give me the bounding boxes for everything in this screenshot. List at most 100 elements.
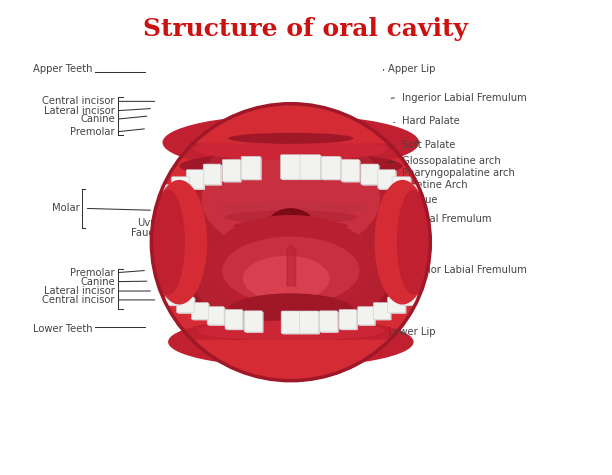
Ellipse shape <box>193 138 388 161</box>
FancyBboxPatch shape <box>299 311 319 333</box>
FancyBboxPatch shape <box>203 164 221 185</box>
Text: Central incisor: Central incisor <box>42 295 115 305</box>
FancyBboxPatch shape <box>300 155 321 179</box>
Text: Tongue: Tongue <box>402 195 438 205</box>
Text: Lower Teeth: Lower Teeth <box>33 324 92 334</box>
FancyBboxPatch shape <box>187 171 205 190</box>
Ellipse shape <box>151 104 430 380</box>
Text: Lingual Fremulum: Lingual Fremulum <box>402 214 491 224</box>
FancyBboxPatch shape <box>361 164 378 185</box>
Text: Structure of oral cavity: Structure of oral cavity <box>143 17 469 40</box>
FancyBboxPatch shape <box>300 312 320 334</box>
FancyBboxPatch shape <box>400 290 416 305</box>
Text: Soft Palate: Soft Palate <box>402 140 455 150</box>
Ellipse shape <box>179 152 403 180</box>
FancyBboxPatch shape <box>176 297 194 313</box>
FancyBboxPatch shape <box>193 304 209 320</box>
FancyBboxPatch shape <box>321 156 340 180</box>
FancyBboxPatch shape <box>403 185 421 201</box>
FancyBboxPatch shape <box>405 186 422 202</box>
Text: Fauces: Fauces <box>131 228 165 238</box>
Ellipse shape <box>234 219 348 233</box>
FancyBboxPatch shape <box>394 178 411 196</box>
Text: Lateral incisor: Lateral incisor <box>44 286 115 296</box>
Ellipse shape <box>163 115 419 170</box>
FancyBboxPatch shape <box>222 160 241 181</box>
Text: Ingerior Labial Fremulum: Ingerior Labial Fremulum <box>402 266 526 276</box>
FancyBboxPatch shape <box>192 303 208 320</box>
Ellipse shape <box>266 208 316 249</box>
Ellipse shape <box>197 321 384 341</box>
FancyBboxPatch shape <box>225 310 242 329</box>
FancyBboxPatch shape <box>166 291 184 306</box>
FancyBboxPatch shape <box>241 156 261 180</box>
FancyBboxPatch shape <box>242 157 262 180</box>
FancyBboxPatch shape <box>323 157 341 180</box>
FancyBboxPatch shape <box>378 170 395 189</box>
FancyBboxPatch shape <box>387 297 405 313</box>
FancyBboxPatch shape <box>186 170 204 189</box>
Ellipse shape <box>209 215 373 310</box>
Text: Canine: Canine <box>80 114 115 124</box>
FancyBboxPatch shape <box>161 185 178 201</box>
Ellipse shape <box>228 133 354 144</box>
Text: Central incisor: Central incisor <box>42 96 115 106</box>
FancyBboxPatch shape <box>321 312 339 333</box>
FancyBboxPatch shape <box>282 156 302 180</box>
Ellipse shape <box>397 190 430 295</box>
Text: Premolar: Premolar <box>70 127 115 137</box>
FancyBboxPatch shape <box>173 178 191 196</box>
FancyBboxPatch shape <box>171 177 190 195</box>
Ellipse shape <box>228 293 354 327</box>
Text: Lateral incisor: Lateral incisor <box>44 106 115 116</box>
FancyBboxPatch shape <box>389 298 406 314</box>
FancyBboxPatch shape <box>208 307 225 326</box>
Text: Apper Teeth: Apper Teeth <box>33 64 92 74</box>
Ellipse shape <box>217 201 365 215</box>
Ellipse shape <box>225 210 357 224</box>
Text: Pharyngopalatine arch: Pharyngopalatine arch <box>402 168 515 178</box>
Ellipse shape <box>222 237 359 304</box>
FancyBboxPatch shape <box>341 160 359 181</box>
FancyBboxPatch shape <box>281 311 300 333</box>
FancyBboxPatch shape <box>162 186 179 202</box>
Text: Canine: Canine <box>80 276 115 286</box>
Ellipse shape <box>284 226 297 247</box>
Text: Glossopalatine arch: Glossopalatine arch <box>402 156 501 166</box>
FancyBboxPatch shape <box>165 290 182 305</box>
Text: Ingerior Labial Fremulum: Ingerior Labial Fremulum <box>402 93 526 103</box>
Text: Lower Lip: Lower Lip <box>389 327 436 337</box>
FancyBboxPatch shape <box>207 306 224 325</box>
FancyBboxPatch shape <box>342 161 360 182</box>
Text: Hard Palate: Hard Palate <box>402 116 460 126</box>
Ellipse shape <box>375 180 430 304</box>
Ellipse shape <box>151 180 207 304</box>
FancyBboxPatch shape <box>362 165 379 186</box>
FancyBboxPatch shape <box>375 304 392 320</box>
Ellipse shape <box>176 129 405 356</box>
Ellipse shape <box>180 126 402 344</box>
Text: Molar: Molar <box>52 203 80 213</box>
FancyBboxPatch shape <box>379 171 397 190</box>
FancyBboxPatch shape <box>319 311 338 332</box>
FancyBboxPatch shape <box>357 306 375 325</box>
FancyBboxPatch shape <box>401 291 417 306</box>
FancyBboxPatch shape <box>392 177 410 195</box>
FancyBboxPatch shape <box>359 307 376 326</box>
FancyBboxPatch shape <box>177 298 195 314</box>
Ellipse shape <box>243 256 330 301</box>
FancyBboxPatch shape <box>245 312 264 333</box>
Text: Palatine Arch: Palatine Arch <box>402 180 468 190</box>
Ellipse shape <box>201 144 380 254</box>
FancyBboxPatch shape <box>280 155 301 179</box>
FancyBboxPatch shape <box>244 311 263 332</box>
FancyBboxPatch shape <box>226 311 244 330</box>
FancyBboxPatch shape <box>301 156 322 180</box>
FancyBboxPatch shape <box>339 310 357 329</box>
Ellipse shape <box>168 317 414 367</box>
FancyBboxPatch shape <box>373 303 390 320</box>
Ellipse shape <box>287 238 295 247</box>
FancyBboxPatch shape <box>204 165 222 186</box>
Text: Apper Lip: Apper Lip <box>389 65 436 75</box>
FancyBboxPatch shape <box>282 312 302 334</box>
